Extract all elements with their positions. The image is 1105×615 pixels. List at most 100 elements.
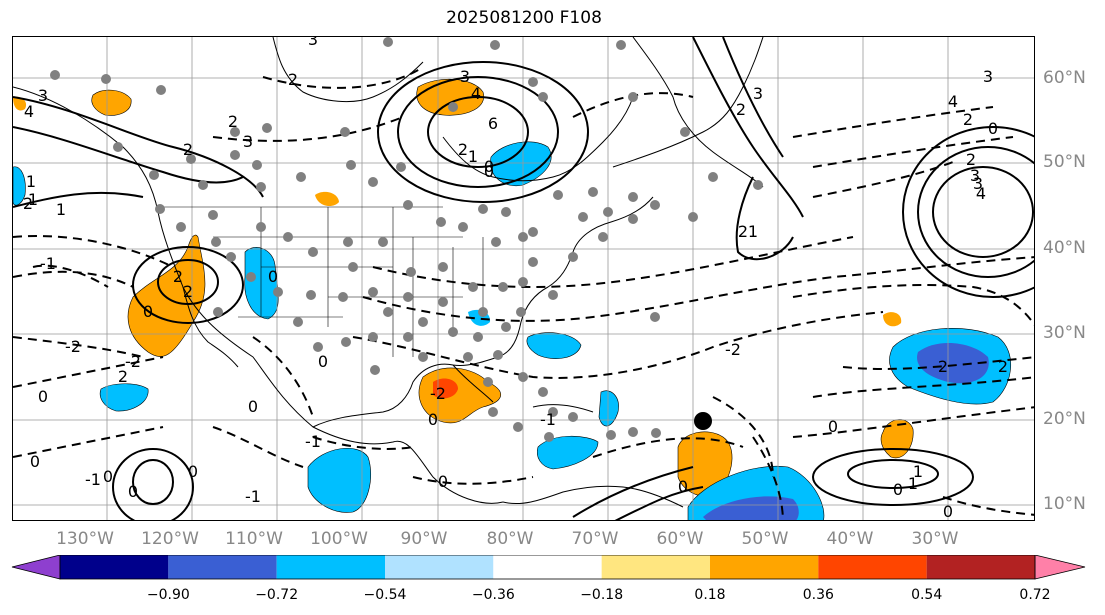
borders (158, 206, 484, 357)
contour-label: 3 (38, 86, 48, 105)
colorbar-segment (710, 555, 819, 579)
blue-patch-edge (13, 166, 26, 206)
contour-label: 1 (913, 462, 923, 481)
colorbar-segment (385, 555, 494, 579)
contour-label: 4 (948, 92, 958, 111)
contour-label: 2 (458, 140, 468, 159)
contour-label: 0 (428, 410, 438, 429)
colorbar-segment (60, 555, 169, 579)
contour-label: 0 (268, 267, 278, 286)
longitude-label: 70°W (571, 529, 619, 549)
orange-patch-atlantic (880, 419, 914, 459)
contour-label: 0 (484, 162, 494, 181)
contour-label: 0 (128, 482, 138, 501)
contour-label: 1 (468, 147, 478, 166)
contour-label: 3 (970, 166, 980, 185)
contour-label: -2 (725, 340, 741, 359)
contour-label: 0 (188, 462, 198, 481)
longitude-label: 50°W (741, 529, 789, 549)
orange-patch-caribbean (677, 431, 733, 497)
longitude-label: 40°W (826, 529, 874, 549)
contour-label: 2 (173, 267, 183, 286)
contour-label: 4 (24, 102, 34, 121)
colorbar-extend-low (11, 555, 61, 580)
longitude-label: 120°W (141, 529, 199, 549)
colorbar-tick-label: 0.72 (1019, 587, 1051, 603)
map-title: 2025081200 F108 (446, 8, 602, 28)
latitude-label: 10°N (1043, 494, 1086, 514)
contour-label: 4 (976, 184, 986, 203)
colorbar-tick-label: 0.18 (694, 587, 726, 603)
contour-label: -1 (540, 410, 556, 429)
blue-patch-caribbean (536, 435, 599, 470)
contour-label: 1 (908, 474, 918, 493)
contour-label: 1 (748, 222, 758, 241)
orange-patch-baja (127, 234, 206, 357)
colorbar-outline (59, 555, 1036, 580)
longitude-label: 110°W (225, 529, 283, 549)
contour-label: 2 (228, 112, 238, 131)
coastlines (13, 37, 764, 508)
contour-label: 2 (738, 222, 748, 241)
colorbar-segment (818, 555, 927, 579)
contour-label: 2 (963, 110, 973, 129)
dashed-contours (13, 66, 1034, 520)
longitude-label: 80°W (486, 529, 534, 549)
contour-label: 3 (308, 37, 318, 49)
contour-label: 2 (998, 357, 1008, 376)
red-patch-gulf (433, 378, 458, 399)
contour-label: 3 (983, 67, 993, 86)
darkblue-patch-south (703, 496, 799, 520)
contour-label: -2 (65, 337, 81, 356)
contour-label: 0 (893, 480, 903, 499)
longitude-label: 100°W (310, 529, 368, 549)
contour-label: -1 (85, 470, 101, 489)
colorbar-segment (493, 555, 602, 579)
contour-label: 2 (966, 150, 976, 169)
contour-label: -2 (125, 352, 141, 371)
orange-patch-small1 (315, 191, 339, 207)
orange-patch-alaska (91, 89, 132, 116)
storm-center-marker (694, 412, 712, 430)
latitude-label: 50°N (1043, 152, 1086, 172)
contour-label: 1 (28, 190, 38, 209)
contour-label: -1 (305, 432, 321, 451)
contour-label: 0 (30, 452, 40, 471)
contour-label: -1 (40, 254, 56, 273)
latitude-label: 30°N (1043, 323, 1086, 343)
contour-label: 0 (38, 387, 48, 406)
latitude-label: 60°N (1043, 68, 1086, 88)
contour-label: 3 (753, 84, 763, 103)
longitude-label: 30°W (911, 529, 959, 549)
contour-label: 2 (23, 194, 33, 213)
contour-label: 3 (243, 132, 253, 151)
colorbar-segment (168, 555, 277, 579)
contour-label: 1 (56, 200, 66, 219)
contour-label: 2 (736, 100, 746, 119)
colorbar-tick-label: 0.54 (911, 587, 943, 603)
colorbar-segment (276, 555, 385, 579)
latitude-label: 20°N (1043, 409, 1086, 429)
longitude-label: 130°W (56, 529, 114, 549)
contour-label: 0 (103, 467, 113, 486)
blue-patch-antilles (598, 390, 619, 427)
contour-label: 0 (318, 352, 328, 371)
orange-patch-small2 (883, 312, 902, 327)
blue-patch-hawaii (99, 383, 149, 412)
contour-label: 0 (484, 157, 494, 176)
orange-patch-small3 (13, 96, 27, 111)
contour-label: -2 (430, 384, 446, 403)
darkblue-patch-atlantic (917, 342, 989, 384)
colorbar-tick-label: −0.18 (580, 587, 624, 603)
contour-label: 2 (938, 357, 948, 376)
contour-label: 0 (143, 302, 153, 321)
blue-patch-hudson (490, 141, 552, 187)
colorbar-segment (926, 555, 1035, 579)
latitude-label: 40°N (1043, 238, 1086, 258)
contour-label: 0 (248, 397, 258, 416)
observation-dots (50, 37, 763, 442)
contour-label: 2 (183, 282, 193, 301)
contour-label: 2 (288, 70, 298, 89)
colorbar-segment (601, 555, 710, 579)
